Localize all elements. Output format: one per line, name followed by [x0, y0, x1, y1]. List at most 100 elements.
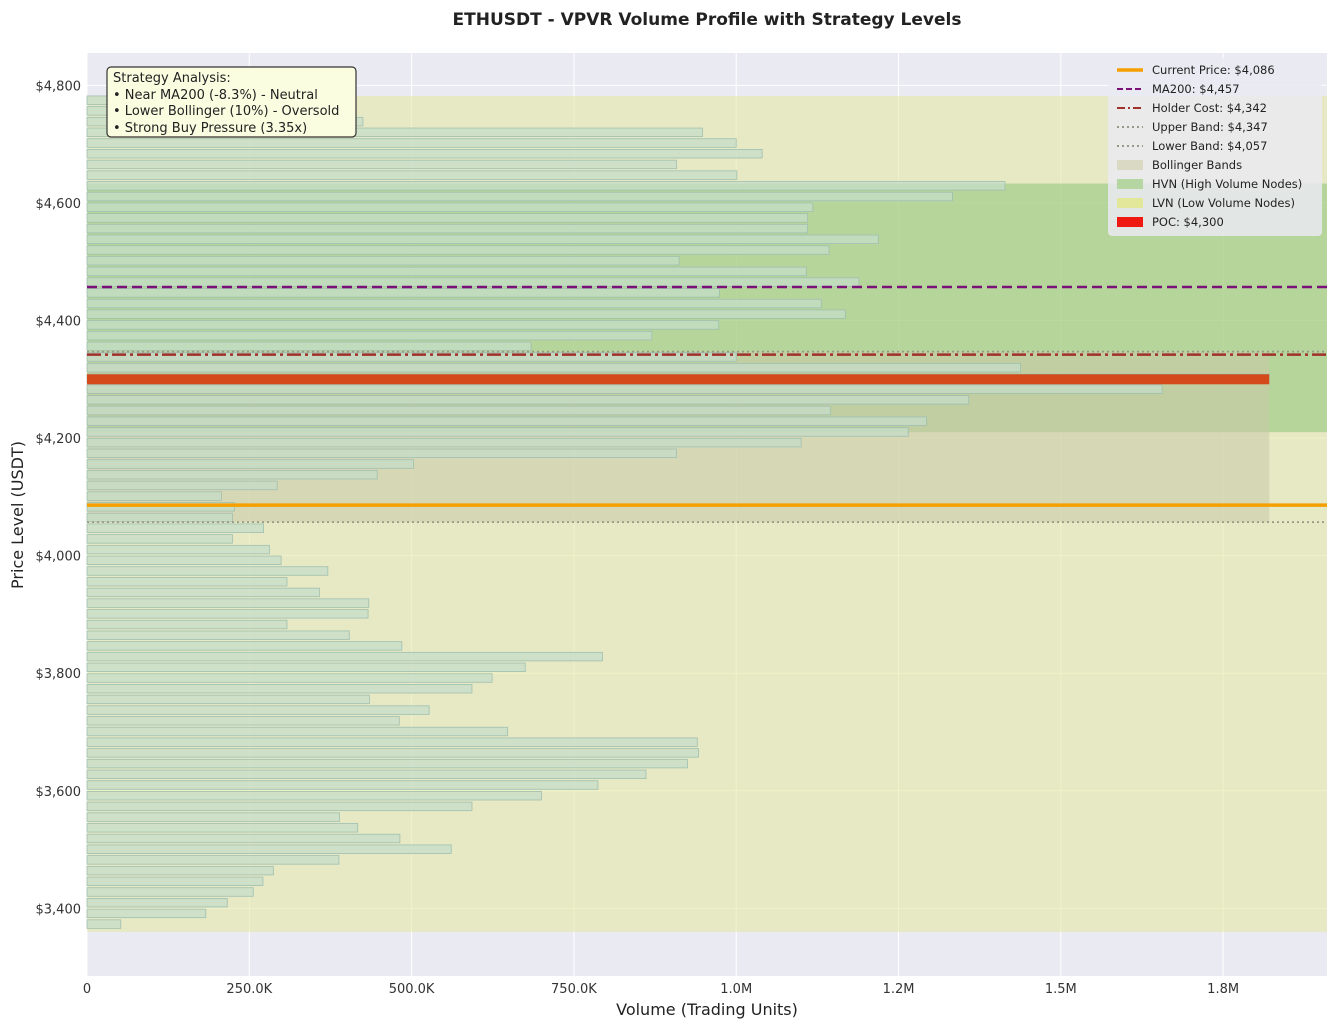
- annotation-background: [106, 66, 357, 138]
- annotation-line: Strategy Analysis:: [113, 71, 231, 86]
- volume-bar: [86, 277, 860, 287]
- volume-bar: [86, 405, 831, 416]
- legend-swatch: [1117, 198, 1143, 208]
- volume-bar: [86, 491, 222, 501]
- volume-bar: [86, 566, 329, 576]
- volume-bar: [86, 737, 698, 747]
- volume-bar: [86, 384, 1163, 394]
- legend-label: Bollinger Bands: [1152, 158, 1242, 172]
- volume-bar: [86, 149, 763, 159]
- volume-bar: [86, 512, 233, 523]
- legend-swatch: [1117, 160, 1143, 170]
- y-axis-label: Price Level (USDT): [8, 441, 27, 589]
- y-tick-label: $3,800: [36, 667, 82, 682]
- volume-bar: [86, 726, 509, 737]
- x-tick-label: 750.0K: [551, 982, 597, 997]
- volume-bar: [86, 234, 879, 244]
- x-tick-label: 1.0M: [720, 982, 752, 997]
- volume-bar: [86, 619, 288, 630]
- x-axis-label: Volume (Trading Units): [616, 1000, 798, 1019]
- x-tick-label: 0: [83, 982, 91, 997]
- y-tick-label: $3,600: [36, 785, 82, 800]
- volume-bar: [86, 919, 122, 929]
- volume-bar: [86, 288, 720, 298]
- volume-bar: [86, 908, 207, 919]
- legend-label: HVN (High Volume Nodes): [1152, 177, 1302, 191]
- x-tick-label: 250.0K: [226, 982, 272, 997]
- volume-bar: [86, 416, 927, 426]
- volume-bar: [86, 427, 909, 437]
- poc-bar: [87, 374, 1270, 385]
- volume-bar: [86, 170, 738, 180]
- volume-bar: [86, 266, 807, 277]
- volume-bar: [86, 480, 278, 491]
- annotation-line: • Lower Bollinger (10%) - Oversold: [113, 104, 339, 119]
- volume-bar: [86, 341, 532, 351]
- volume-bar: [86, 694, 370, 705]
- volume-bar: [86, 555, 282, 565]
- volume-bar: [86, 437, 802, 448]
- volume-bar: [86, 587, 320, 598]
- x-tick-label: 1.5M: [1045, 982, 1077, 997]
- volume-bar: [86, 298, 822, 309]
- volume-bar: [86, 245, 830, 255]
- volume-bar: [86, 716, 400, 726]
- volume-bar: [86, 320, 720, 330]
- volume-bar: [86, 651, 603, 662]
- strategy-levels: [87, 285, 1327, 524]
- legend-label: Upper Band: $4,347: [1152, 120, 1268, 134]
- legend-swatch: [1117, 179, 1143, 189]
- y-axis-ticks: $3,400 $3,600 $3,800 $4,000 $4,200 $4,400 $4,6…: [36, 79, 82, 917]
- x-axis-ticks: 0 250.0K 500.0K 750.0K 1.0M 1.2M 1.5M 1.8M: [83, 982, 1239, 997]
- volume-bar: [86, 630, 350, 640]
- volume-bar: [86, 309, 846, 319]
- volume-bar: [86, 577, 288, 587]
- chart-title: ETHUSDT - VPVR Volume Profile with Strat…: [453, 10, 962, 30]
- volume-bar: [86, 534, 233, 544]
- volume-bar: [86, 159, 677, 170]
- annotation-line: • Near MA200 (-8.3%) - Neutral: [113, 88, 318, 103]
- volume-bar: [86, 641, 403, 651]
- volume-bar: [86, 330, 653, 341]
- legend-swatch: [1117, 217, 1143, 227]
- volume-bar: [86, 898, 228, 908]
- volume-bar: [86, 127, 703, 137]
- volume-bar: [86, 544, 270, 555]
- volume-bar: [86, 769, 647, 779]
- volume-bar: [86, 876, 264, 886]
- y-tick-label: $3,400: [36, 902, 82, 917]
- y-tick-label: $4,600: [36, 197, 82, 212]
- volume-bar: [86, 812, 340, 822]
- volume-bar: [86, 780, 599, 790]
- y-tick-label: $4,800: [36, 79, 82, 94]
- volume-bar: [86, 395, 970, 405]
- legend-label: POC: $4,300: [1152, 215, 1224, 229]
- volume-bar: [86, 459, 414, 469]
- volume-bar: [86, 758, 688, 769]
- volume-bar: [86, 887, 254, 897]
- volume-bar: [86, 213, 809, 223]
- poc-marker: [87, 374, 1270, 385]
- volume-bar: [86, 865, 274, 876]
- volume-bar: [86, 470, 378, 480]
- volume-bar: [86, 523, 264, 533]
- volume-bar: [86, 191, 953, 202]
- volume-bar: [86, 609, 369, 619]
- legend-label: Holder Cost: $4,342: [1152, 101, 1267, 115]
- volume-bar: [86, 138, 737, 148]
- legend-label: LVN (Low Volume Nodes): [1152, 196, 1295, 210]
- volume-bar: [86, 223, 809, 234]
- volume-bar: [86, 844, 452, 854]
- volume-bar: [86, 748, 699, 758]
- volume-bar: [86, 662, 526, 672]
- legend-background: [1108, 58, 1322, 236]
- volume-bar: [86, 791, 542, 801]
- volume-bar: [86, 684, 473, 694]
- y-tick-label: $4,200: [36, 432, 82, 447]
- legend-label: Current Price: $4,086: [1152, 63, 1275, 77]
- volume-bar: [86, 256, 680, 266]
- legend-label: MA200: $4,457: [1152, 82, 1240, 96]
- volume-bar: [86, 855, 340, 865]
- x-tick-label: 1.2M: [883, 982, 915, 997]
